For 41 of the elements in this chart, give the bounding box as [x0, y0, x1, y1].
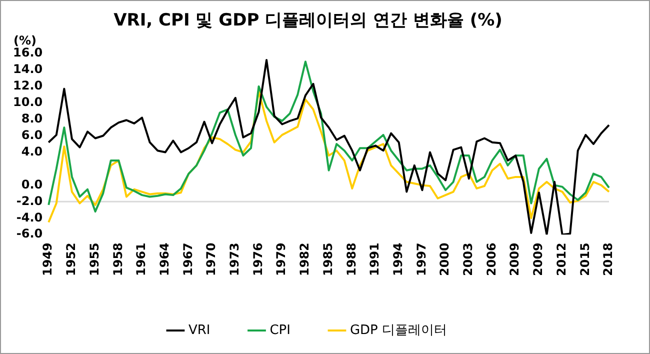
x-tick-label: 2009: [508, 242, 522, 276]
x-tick-label: 1982: [298, 242, 312, 276]
y-axis-title: (%): [14, 34, 36, 48]
x-tick-label: 1961: [134, 242, 148, 276]
x-tick-label: 1967: [180, 242, 195, 276]
x-tick-label: 1997: [414, 242, 428, 276]
y-tick-label: -2.0: [16, 194, 43, 208]
y-tick-label: 0.0: [21, 177, 43, 192]
x-tick-label: 2012: [554, 242, 568, 276]
legend-label: VRI: [188, 322, 210, 338]
x-tick-label: 1994: [390, 242, 405, 276]
x-tick-label: 1952: [64, 242, 78, 276]
y-tick-label: 8.0: [21, 111, 43, 126]
x-tick-label: 1979: [274, 242, 288, 276]
x-tick-label: 2009: [531, 242, 546, 276]
y-tick-label: 12.0: [13, 78, 43, 92]
legend-label: GDP 디플레이터: [350, 322, 448, 338]
x-tick-label: 2018: [601, 242, 616, 276]
y-tick-label: -4.0: [16, 210, 43, 224]
x-tick-label: 1958: [110, 242, 125, 276]
y-tick-label: 6.0: [21, 128, 43, 142]
chart-title: VRI, CPI 및 GDP 디플레이터의 연간 변화율 (%): [114, 10, 502, 31]
y-tick-label: 10.0: [13, 94, 43, 109]
x-tick-label: 1988: [344, 242, 358, 276]
x-tick-label: 2003: [461, 242, 476, 276]
x-tick-label: 2006: [484, 242, 498, 276]
x-tick-label: 1976: [250, 242, 265, 276]
x-tick-label: 1949: [40, 242, 55, 276]
y-tick-label: -6.0: [16, 226, 43, 241]
x-tick-label: 2000: [438, 242, 452, 276]
legend-label: CPI: [270, 322, 290, 338]
x-tick-label: 1964: [157, 242, 172, 276]
x-tick-label: 1955: [87, 242, 102, 276]
x-tick-label: 1985: [320, 242, 335, 276]
x-tick-label: 2015: [578, 242, 592, 276]
x-tick-label: 1991: [368, 242, 382, 276]
y-tick-label: 16.0: [13, 46, 43, 60]
x-tick-label: 1970: [204, 242, 218, 276]
y-tick-label: 4.0: [21, 144, 43, 158]
x-tick-label: 1973: [228, 242, 242, 276]
y-tick-label: 14.0: [13, 62, 43, 76]
